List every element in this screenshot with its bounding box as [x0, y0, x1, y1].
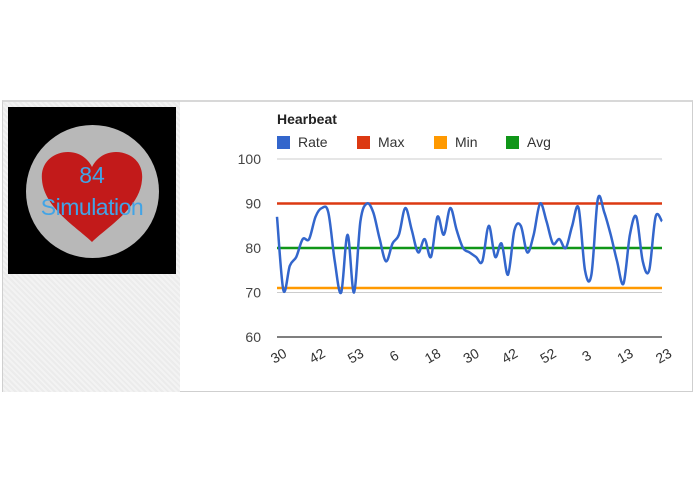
heartbeat-panel: 84 Simulation Hearbeat Rate Max Min Avg [2, 100, 693, 392]
left-column: 84 Simulation [3, 102, 180, 392]
legend-swatch-avg [506, 136, 519, 149]
x-tick-label: 6 [387, 347, 402, 365]
y-tick-label: 100 [238, 151, 262, 167]
legend-label-avg: Avg [527, 134, 551, 150]
x-tick-label: 42 [306, 345, 328, 367]
rate-line [275, 194, 664, 295]
heart-icon [41, 152, 143, 242]
x-tick-label: 52 [537, 345, 559, 367]
x-tick-label: 18 [422, 345, 444, 367]
x-tick-label: 42 [499, 345, 521, 367]
x-tick-label: 13 [614, 345, 636, 367]
plot-area: 60 70 80 90 100 30 42 53 6 18 30 42 52 3 13 23 [238, 151, 675, 367]
chart-title: Hearbeat [277, 111, 337, 127]
x-tick-label: 23 [653, 345, 675, 367]
x-tick-label: 30 [268, 345, 290, 367]
legend-swatch-min [434, 136, 447, 149]
legend-swatch-rate [277, 136, 290, 149]
legend-label-max: Max [378, 134, 405, 150]
y-tick-label: 90 [245, 196, 261, 212]
mode-label: Simulation [40, 194, 144, 220]
x-tick-label: 3 [579, 347, 594, 365]
x-tick-label: 30 [460, 345, 482, 367]
y-tick-label: 60 [245, 329, 261, 345]
legend-label-min: Min [455, 134, 478, 150]
heart-widget: 84 Simulation [8, 107, 176, 274]
x-tick-label: 53 [345, 345, 367, 367]
legend-swatch-max [357, 136, 370, 149]
legend-label-rate: Rate [298, 134, 328, 150]
heartbeat-chart: Hearbeat Rate Max Min Avg 60 70 80 90 100 30 4… [180, 102, 692, 392]
bpm-value: 84 [79, 162, 105, 188]
y-tick-label: 70 [245, 285, 261, 301]
y-tick-label: 80 [245, 240, 261, 256]
